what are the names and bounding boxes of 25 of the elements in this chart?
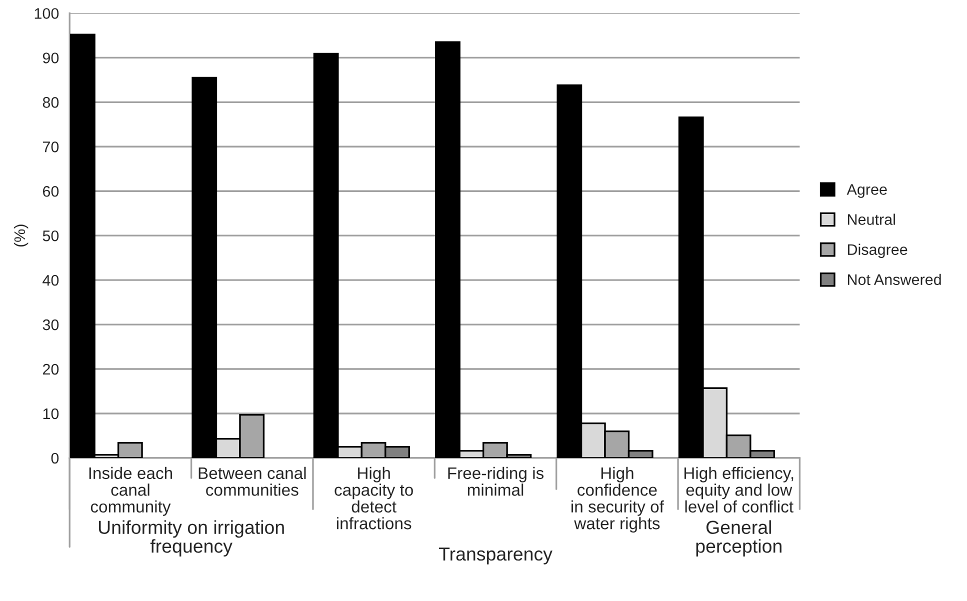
legend-label: Agree [846,184,887,198]
y-tick-label: 30 [42,319,59,330]
x-tick-label: Free-riding is minimal [448,466,544,496]
y-tick-label: 90 [42,52,59,64]
y-tick-label: 70 [43,142,59,152]
y-tick-label: 100 [34,8,59,19]
y-tick-label: 20 [42,364,59,375]
text: General perception [696,520,782,557]
y-tick-label: 50 [42,230,59,242]
text: Transparency [438,548,552,564]
y-tick-label: 0 [51,452,59,464]
legend-label: Neutral [848,214,895,225]
legend-label: Not Answered [848,274,941,286]
y-axis-title: (%) [14,224,28,247]
y-tick-label: 60 [42,186,59,197]
y-tick-label: 10 [43,408,59,420]
legend-label: Disagree [848,244,908,258]
x-tick-label: Inside each canal community [89,466,172,516]
x-tick-label: High capacity to detect infractions [334,466,413,530]
x-tick-label: High efficiency, equity and low level of conflict [684,466,794,513]
y-tick-label: 80 [42,97,59,108]
text: Uniformity on irrigation frequency [98,520,284,557]
y-tick-label: 40 [42,274,59,286]
x-tick-label: Between canal communities [198,466,306,496]
x-tick-label: High confidence in security of water rights [572,466,664,533]
